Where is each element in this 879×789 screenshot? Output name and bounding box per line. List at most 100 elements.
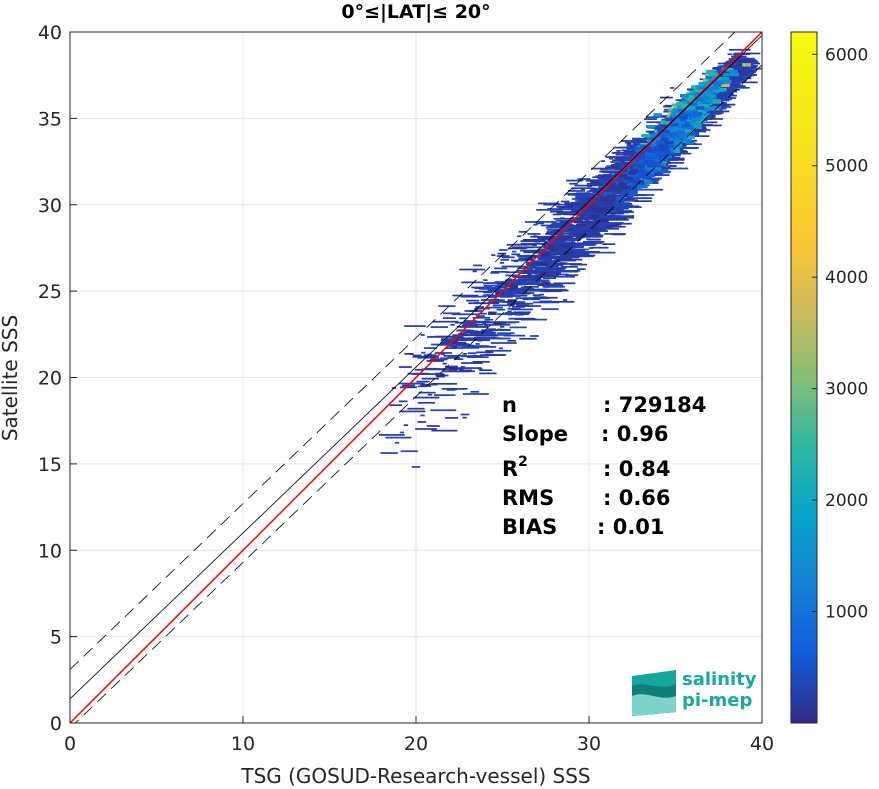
colorbar-tick-label: 4000 [825,268,868,288]
lower-bound-line [74,64,762,723]
density-cell [618,173,628,178]
density-cell [532,294,542,297]
density-cell [420,334,425,336]
density-cell [431,429,458,432]
density-cell [417,401,436,404]
density-cell [644,180,653,184]
density-cell [692,114,701,118]
density-cell [671,137,681,141]
density-cell [702,99,712,103]
density-cell [560,212,565,215]
density-cell [498,347,504,350]
density-cell [611,233,625,236]
density-cell [694,97,703,101]
density-cell [468,310,478,312]
density-cell [480,299,494,301]
density-cell [470,390,480,393]
density-cell [582,231,596,234]
density-cell [483,279,488,281]
density-cell [502,292,525,295]
density-cell [622,185,631,190]
density-cell [456,343,461,345]
density-cell [474,301,479,304]
density-cell [596,187,602,190]
density-cell [670,87,675,89]
density-cell [611,181,629,184]
density-cell [594,209,603,213]
density-cell [643,134,652,138]
density-cell [596,175,606,178]
density-cell [605,222,632,225]
density-cell [461,281,483,284]
density-cell [483,284,501,287]
density-cell [608,157,614,160]
y-tick-label: 10 [38,540,62,562]
density-cell [456,329,474,332]
density-cell [561,244,570,248]
density-cell [491,271,509,273]
density-cell [644,118,658,120]
density-cell [664,144,674,149]
density-cell [569,182,578,185]
wave-logo-icon [632,670,676,716]
density-cell [546,245,555,250]
density-cell [536,208,563,211]
density-cell [628,163,638,167]
density-cell [434,352,453,354]
density-cell [479,288,501,290]
density-cell [413,396,440,399]
density-cell [540,290,562,293]
density-cell [652,142,662,146]
density-cell [652,167,662,171]
density-cell [647,151,657,156]
density-cell [658,154,668,158]
density-cell [686,105,695,109]
density-cell [452,294,479,297]
density-cell [455,367,482,369]
density-cell [426,425,440,427]
y-tick-label: 5 [50,627,62,649]
density-cell [620,160,625,163]
colorbar-tick-label: 5000 [825,157,868,177]
density-cell [599,197,609,202]
density-cell [622,152,640,155]
density-cell [529,266,547,269]
density-cell [705,75,715,80]
density-cell [399,386,418,389]
density-cell [662,150,672,154]
density-cell [400,450,418,453]
density-cell [587,210,596,213]
density-cell [477,302,500,305]
density-cell [604,205,614,210]
density-cell [658,147,668,152]
density-cell [626,143,632,145]
density-cell [678,132,688,137]
density-cell [694,129,703,132]
density-cell [539,293,544,296]
density-cell [615,201,625,205]
density-cell [550,256,568,259]
density-cell [537,238,546,241]
density-cell [624,150,638,153]
density-cell [480,345,490,347]
density-cell [582,224,592,226]
density-cell [615,196,625,200]
density-cell [507,310,512,313]
density-cell [493,334,512,336]
density-cell [511,308,533,311]
density-cell [520,242,539,245]
density-cell [432,320,459,323]
density-cell [570,254,584,257]
density-cell [727,64,750,67]
stat-slope-label: Slope [502,422,568,446]
density-cell [482,282,509,285]
density-cell [590,181,604,184]
density-cell [478,312,487,315]
density-cell [442,317,456,319]
density-cell [496,308,506,311]
density-cell [643,160,653,164]
density-cell [579,206,584,209]
density-cell [703,78,712,82]
density-cell [731,57,750,60]
density-cell [598,235,603,238]
